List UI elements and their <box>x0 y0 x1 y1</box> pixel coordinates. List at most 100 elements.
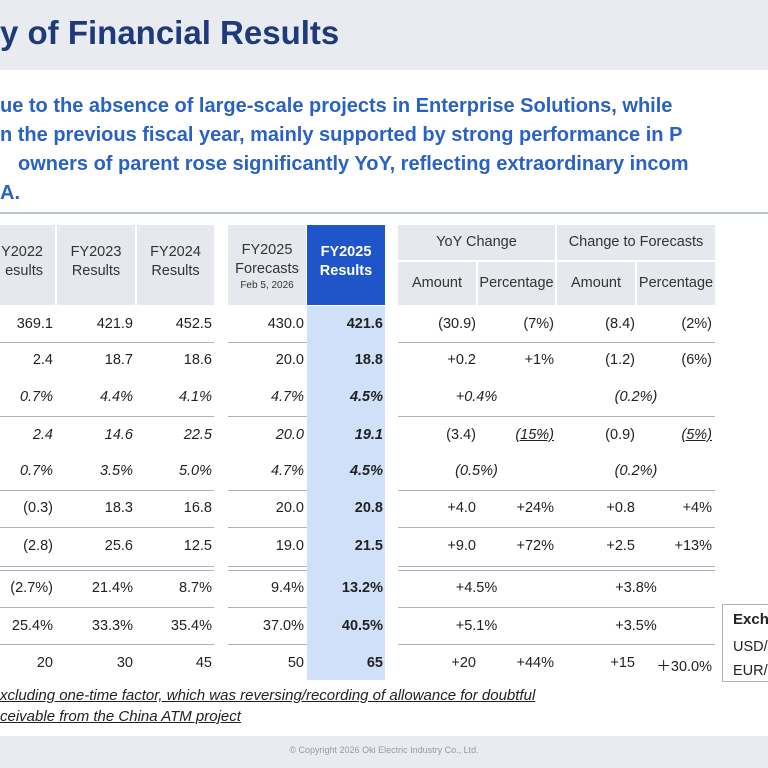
table-cell: (2%) <box>681 316 712 332</box>
row-divider <box>228 644 307 645</box>
footnote-line: ceivable from the China ATM project <box>0 708 241 725</box>
table-cell: (8.4) <box>605 316 635 332</box>
page-title: y of Financial Results <box>0 14 340 51</box>
table-cell: +15 <box>610 655 635 671</box>
table-cell: 65 <box>366 655 383 671</box>
table-cell: +9.0 <box>447 538 476 554</box>
table-cell: 452.5 <box>175 316 212 332</box>
table-cell: 2.4 <box>32 427 53 443</box>
title-bar <box>0 0 768 70</box>
table-cell: 20.0 <box>275 427 304 443</box>
row-divider <box>398 416 715 417</box>
table-cell: (30.9) <box>438 316 476 332</box>
summary-line: n the previous fiscal year, mainly suppo… <box>0 124 683 146</box>
summary-line: owners of parent rose significantly YoY,… <box>18 153 689 175</box>
table-cell: 21.4% <box>91 580 133 596</box>
divider <box>0 212 768 214</box>
table-cell: (6%) <box>681 352 712 368</box>
table-cell: (0.2%) <box>614 389 658 405</box>
table-cell: 33.3% <box>91 618 133 634</box>
table-cell: ＋30.0% <box>656 659 712 675</box>
table-cell: 3.5% <box>99 463 133 479</box>
summary-text: ue to the absence of large-scale project… <box>0 92 768 208</box>
row-divider <box>228 527 307 528</box>
table-cell: 9.4% <box>270 580 304 596</box>
row-divider <box>398 342 715 343</box>
section-divider <box>0 566 214 571</box>
copyright: © Copyright 2026 Oki Electric Industry C… <box>289 745 479 755</box>
table-cell: +72% <box>516 538 555 554</box>
row-divider <box>398 490 715 491</box>
table-cell: 25.6 <box>104 538 133 554</box>
table-cell: 19.1 <box>354 427 383 443</box>
table-cell: 18.3 <box>104 500 133 516</box>
row-divider <box>398 527 715 528</box>
table-cell: +20 <box>451 655 476 671</box>
header-fc-percentage: Percentage <box>637 262 715 305</box>
table-cell: 8.7% <box>178 580 212 596</box>
footer-bar <box>0 736 768 768</box>
row-divider <box>398 644 715 645</box>
table-cell: 37.0% <box>262 618 304 634</box>
table-cell: (0.9) <box>605 427 635 443</box>
header-yoy-change: YoY Change <box>398 225 555 260</box>
table-cell: 4.4% <box>99 389 133 405</box>
exchange-title: Exch <box>733 611 768 628</box>
table-cell: 421.6 <box>346 316 383 332</box>
table-cell: +4.0 <box>447 500 476 516</box>
table-cell: +0.2 <box>447 352 476 368</box>
header-fy2023: FY2023 Results <box>57 225 135 305</box>
table-cell: +0.8 <box>606 500 635 516</box>
fy2025-results-highlight <box>307 306 385 680</box>
table-cell: 18.8 <box>354 352 383 368</box>
table-cell: +2.5 <box>606 538 635 554</box>
table-cell: +13% <box>674 538 713 554</box>
table-cell: (1.2) <box>605 352 635 368</box>
table-cell: 25.4% <box>11 618 53 634</box>
table-cell: (5%) <box>681 427 712 443</box>
table-cell: +24% <box>516 500 555 516</box>
table-cell: +1% <box>524 352 554 368</box>
table-cell: 4.7% <box>270 389 304 405</box>
table-cell: 50 <box>287 655 304 671</box>
table-cell: 20.0 <box>275 352 304 368</box>
header-fy2025-results: FY2025 Results <box>307 225 385 305</box>
table-cell: (0.2%) <box>614 463 658 479</box>
table-cell: +5.1% <box>455 618 498 634</box>
header-fy2024: FY2024 Results <box>137 225 214 305</box>
table-cell: 430.0 <box>267 316 304 332</box>
table-cell: 40.5% <box>341 618 383 634</box>
table-cell: +4.5% <box>455 580 498 596</box>
table-cell: (2.8) <box>23 538 53 554</box>
table-cell: +4% <box>682 500 712 516</box>
header-fc-amount: Amount <box>557 262 635 305</box>
table-cell: (15%) <box>515 427 554 443</box>
exchange-usd: USD/ <box>733 639 768 655</box>
row-divider <box>228 416 307 417</box>
table-cell: 4.5% <box>349 463 383 479</box>
header-yoy-amount: Amount <box>398 262 476 305</box>
table-cell: 13.2% <box>341 580 383 596</box>
header-fy2025-forecasts: FY2025 Forecasts Feb 5, 2026 <box>228 225 306 305</box>
table-cell: +0.4% <box>455 389 498 405</box>
table-cell: 0.7% <box>19 463 53 479</box>
table-cell: 16.8 <box>183 500 212 516</box>
table-cell: 20.8 <box>354 500 383 516</box>
table-cell: 421.9 <box>96 316 133 332</box>
exchange-eur: EUR/ <box>733 663 768 679</box>
table-cell: +3.8% <box>615 580 657 596</box>
table-cell: 35.4% <box>170 618 212 634</box>
header-change-to-forecasts: Change to Forecasts <box>557 225 715 260</box>
table-cell: 12.5 <box>183 538 212 554</box>
table-cell: 14.6 <box>104 427 133 443</box>
table-cell: 4.5% <box>349 389 383 405</box>
row-divider <box>398 607 715 608</box>
table-cell: 5.0% <box>178 463 212 479</box>
table-cell: +44% <box>516 655 555 671</box>
table-cell: 18.7 <box>104 352 133 368</box>
row-divider <box>0 342 214 343</box>
row-divider <box>228 342 307 343</box>
table-cell: (0.3) <box>23 500 53 516</box>
table-cell: 0.7% <box>19 389 53 405</box>
table-cell: 20 <box>36 655 53 671</box>
